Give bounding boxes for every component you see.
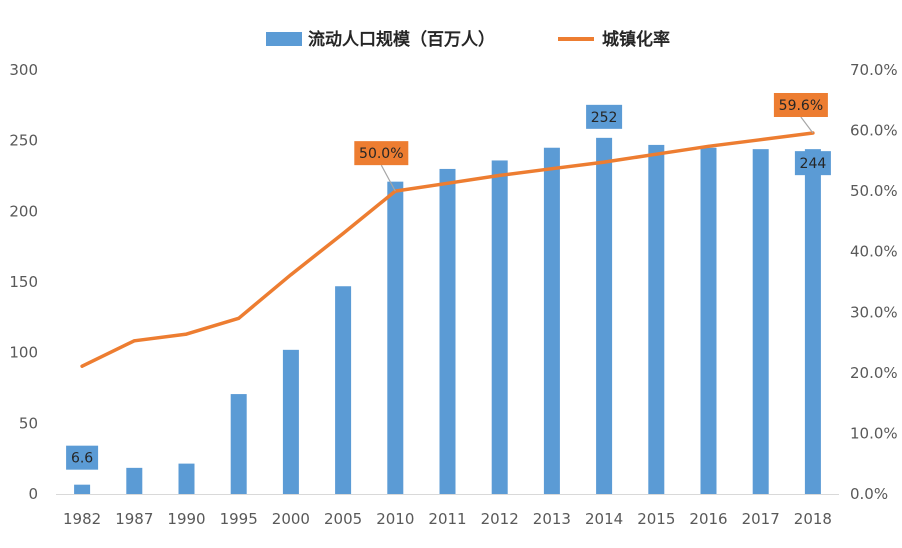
y-left-tick-label: 250 <box>9 132 38 150</box>
data-label: 59.6% <box>779 98 823 114</box>
line-point <box>341 232 345 236</box>
legend-swatch-bar <box>266 32 302 46</box>
bar <box>491 160 508 494</box>
y-right-tick-label: 40.0% <box>850 243 898 261</box>
bar <box>596 137 613 494</box>
x-axis: 1982 1987 1990 1995 2000 2005 2010 2011 2012 2013… <box>56 494 839 528</box>
y-left-tick-label: 200 <box>9 202 38 220</box>
x-tick-label: 2014 <box>585 510 623 528</box>
y-right-tick-label: 30.0% <box>850 303 898 321</box>
y-left-tick-label: 50 <box>19 414 38 432</box>
bar <box>387 181 404 495</box>
x-tick-label: 1982 <box>63 510 101 528</box>
line-point <box>80 364 84 368</box>
x-tick-label: 2016 <box>689 510 727 528</box>
x-tick-label: 1995 <box>220 510 258 528</box>
line-point <box>602 160 606 164</box>
y-axis-right: 0.0% 10.0% 20.0% 30.0% 40.0% 50.0% 60.0% 70.0% <box>850 61 898 503</box>
y-right-tick-label: 10.0% <box>850 424 898 442</box>
bar <box>439 168 456 494</box>
line-point <box>654 152 658 156</box>
line-point <box>759 138 763 142</box>
y-left-tick-label: 150 <box>9 273 38 291</box>
bar <box>648 144 665 494</box>
line-point <box>498 173 502 177</box>
line-series <box>80 131 815 368</box>
x-tick-label: 2015 <box>637 510 675 528</box>
line-point <box>237 316 241 320</box>
line-point <box>550 167 554 171</box>
data-label: 6.6 <box>71 451 93 467</box>
label-leader <box>800 116 814 134</box>
y-right-tick-label: 70.0% <box>850 61 898 79</box>
bar-series <box>74 137 821 495</box>
label-leader <box>380 164 396 192</box>
y-right-tick-label: 20.0% <box>850 364 898 382</box>
y-left-tick-label: 0 <box>28 485 38 503</box>
y-left-tick-label: 300 <box>9 61 38 79</box>
line-point <box>132 339 136 343</box>
data-label: 252 <box>591 110 618 126</box>
data-label-box <box>586 104 623 129</box>
bar <box>700 147 717 494</box>
bar <box>178 463 195 494</box>
line-point <box>289 273 293 277</box>
x-tick-label: 2012 <box>481 510 519 528</box>
y-right-tick-label: 60.0% <box>850 122 898 140</box>
bar <box>230 394 247 494</box>
x-tick-label: 2013 <box>533 510 571 528</box>
x-tick-label: 2005 <box>324 510 362 528</box>
bar <box>74 484 91 494</box>
bar <box>282 349 299 494</box>
y-left-tick-label: 100 <box>9 344 38 362</box>
legend-label-bar: 流动人口规模（百万人） <box>308 29 495 50</box>
data-label: 244 <box>800 156 827 172</box>
data-label-box <box>773 92 828 117</box>
bar <box>335 286 352 494</box>
x-tick-label: 1987 <box>115 510 153 528</box>
x-tick-label: 2018 <box>794 510 832 528</box>
line-point <box>707 144 710 148</box>
bar <box>752 149 769 494</box>
x-tick-label: 2000 <box>272 510 310 528</box>
data-label-box <box>794 151 831 176</box>
y-right-tick-label: 50.0% <box>850 182 898 200</box>
data-label-box <box>354 141 409 166</box>
y-axis-left: 0 50 100 150 200 250 300 <box>9 61 38 503</box>
x-tick-label: 2010 <box>376 510 414 528</box>
line-point <box>185 332 188 336</box>
x-tick-label: 1990 <box>167 510 205 528</box>
data-label-box <box>66 445 99 470</box>
x-tick-label: 2011 <box>428 510 466 528</box>
x-tick-label: 2017 <box>742 510 780 528</box>
y-right-tick-label: 0.0% <box>850 485 888 503</box>
bar <box>126 467 143 494</box>
legend-label-line: 城镇化率 <box>602 29 670 50</box>
bar <box>804 149 821 494</box>
line-point <box>446 181 449 185</box>
data-labels: 6.6 252 244 50.0% 59.6% <box>66 92 831 470</box>
legend: 流动人口规模（百万人） 城镇化率 <box>266 29 670 50</box>
data-label: 50.0% <box>359 146 403 162</box>
bar <box>543 147 560 494</box>
